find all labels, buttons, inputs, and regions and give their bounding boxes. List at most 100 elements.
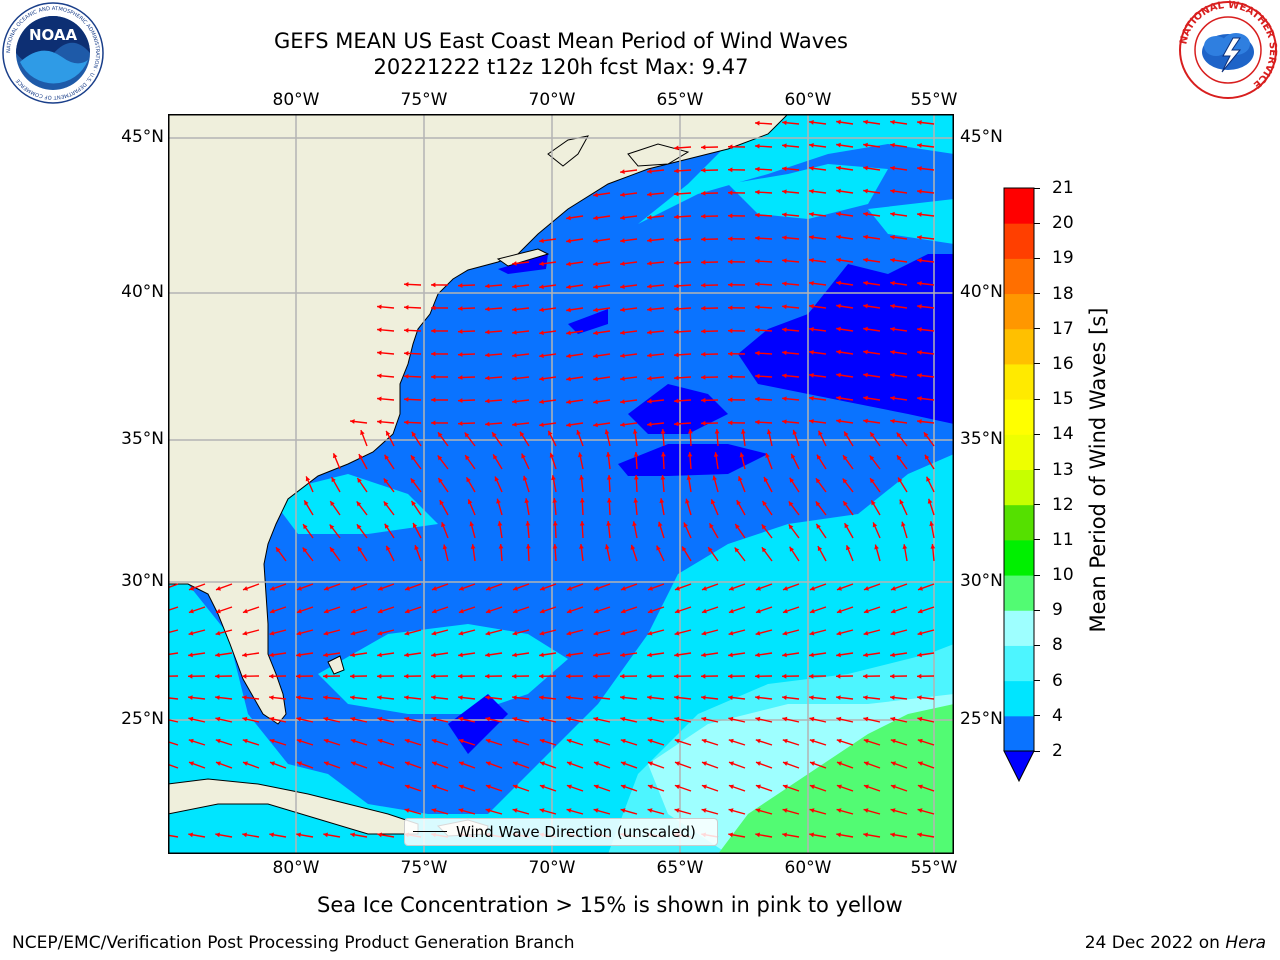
wave-arrow-head (917, 738, 923, 744)
wave-arrow-head (890, 673, 895, 679)
wave-arrow-head (701, 305, 706, 311)
wave-arrow-head (809, 716, 815, 722)
wave-arrow-head (917, 235, 922, 240)
wave-arrow-head (620, 738, 626, 744)
map-legend: Wind Wave Direction (unscaled) (404, 818, 718, 846)
wave-arrow-head (701, 673, 706, 679)
wave-arrow-head (431, 305, 436, 311)
wave-arrow-head (269, 608, 275, 614)
wave-arrow-head (513, 586, 518, 591)
colorbar-tick-label: 15 (1052, 389, 1074, 410)
wave-arrow-head (701, 144, 706, 150)
wave-arrow-head (728, 673, 733, 679)
wave-arrow-head (333, 453, 338, 459)
wave-arrow-head (863, 257, 868, 263)
wave-arrow-head (863, 832, 868, 838)
wave-arrow-head (296, 673, 301, 679)
wave-arrow-head (188, 608, 194, 614)
wave-arrow-head (674, 652, 679, 658)
wave-arrow-head (593, 215, 598, 221)
wave-arrow-head (899, 499, 904, 505)
wave-arrow-head (431, 397, 436, 403)
wave-arrow-head (809, 784, 815, 790)
wave-arrow-head (386, 430, 391, 436)
wave-arrow-head (350, 673, 355, 679)
wave-arrow-head (755, 143, 760, 149)
wave-arrow-head (593, 192, 598, 198)
wave-arrow-head (789, 546, 794, 552)
wave-arrow-head (188, 652, 193, 658)
wave-arrow-head (929, 521, 934, 527)
wave-arrow-head (674, 283, 679, 289)
wave-arrow-head (620, 330, 625, 335)
wave-arrow-head (809, 189, 814, 194)
wave-arrow-head (782, 212, 787, 218)
wave-arrow-head (890, 165, 895, 171)
wave-arrow-head (485, 808, 491, 813)
wave-arrow-head (701, 236, 706, 242)
wave-arrow-head (809, 373, 814, 378)
colorbar-tick-label: 17 (1052, 318, 1074, 339)
wave-arrow-head (458, 306, 463, 311)
wave-arrow-head (522, 475, 528, 481)
nws-logo: NATIONAL WEATHER SERVICE (1178, 0, 1278, 100)
wave-arrow-head (765, 453, 770, 458)
wave-arrow-head (739, 452, 745, 458)
wave-arrow-head (863, 738, 869, 744)
wave-arrow-head (302, 547, 308, 553)
wave-arrow-head (410, 478, 416, 484)
wave-arrow-head (647, 630, 653, 636)
wave-arrow-head (593, 261, 598, 267)
wave-arrow-head (296, 832, 301, 838)
wave-arrow-head (576, 430, 581, 435)
wave-arrow-head (188, 695, 193, 700)
wave-arrow-head (458, 673, 463, 679)
wave-arrow-head (567, 586, 572, 591)
colorbar-tick-label: 20 (1052, 213, 1074, 234)
wave-arrow-head (809, 608, 815, 614)
wave-arrow-head (918, 761, 923, 766)
wave-arrow-head (674, 421, 679, 427)
colorbar-tick-label: 12 (1052, 494, 1074, 515)
colorbar-tick-mark (1034, 644, 1040, 646)
wave-arrow-head (755, 350, 760, 356)
wave-arrow-head (305, 476, 311, 482)
wave-arrow-head (485, 283, 490, 289)
wave-arrow-head (593, 307, 598, 313)
colorbar-segment (1004, 645, 1034, 682)
wave-arrow-head (566, 307, 571, 313)
wave-arrow-head (890, 280, 895, 286)
wave-arrow-head (620, 261, 625, 266)
map-panel (168, 114, 954, 854)
wave-arrow-head (539, 716, 545, 722)
wave-arrow-head (458, 283, 463, 288)
wave-arrow-head (414, 545, 419, 550)
wave-arrow-head (566, 422, 571, 428)
wave-arrow-head (836, 695, 841, 700)
wave-arrow-head (431, 716, 437, 722)
wave-arrow-head (593, 738, 599, 744)
wave-arrow-head (360, 430, 365, 436)
wave-arrow-head (755, 832, 760, 838)
wave-arrow-head (782, 808, 788, 813)
wave-arrow-head (762, 500, 767, 506)
wave-arrow-head (404, 652, 409, 658)
wave-arrow-head (728, 832, 733, 838)
wave-arrow-head (350, 630, 356, 636)
colorbar-tick-label: 16 (1052, 353, 1074, 374)
wave-arrow-head (863, 695, 868, 700)
wave-arrow-head (593, 673, 598, 679)
wave-arrow-head (269, 695, 274, 700)
wave-arrow-head (470, 544, 476, 549)
wave-arrow-head (791, 453, 796, 459)
wave-arrow-head (816, 523, 821, 529)
wave-arrow-head (594, 586, 599, 591)
wave-arrow-head (189, 586, 194, 591)
wave-arrow-head (242, 630, 248, 636)
wave-arrow-head (863, 716, 869, 722)
colorbar-segment (1004, 188, 1034, 224)
wave-arrow-head (728, 167, 733, 173)
wave-arrow-head (350, 716, 356, 722)
wave-arrow-head (458, 398, 463, 403)
wave-arrow-head (741, 429, 746, 434)
